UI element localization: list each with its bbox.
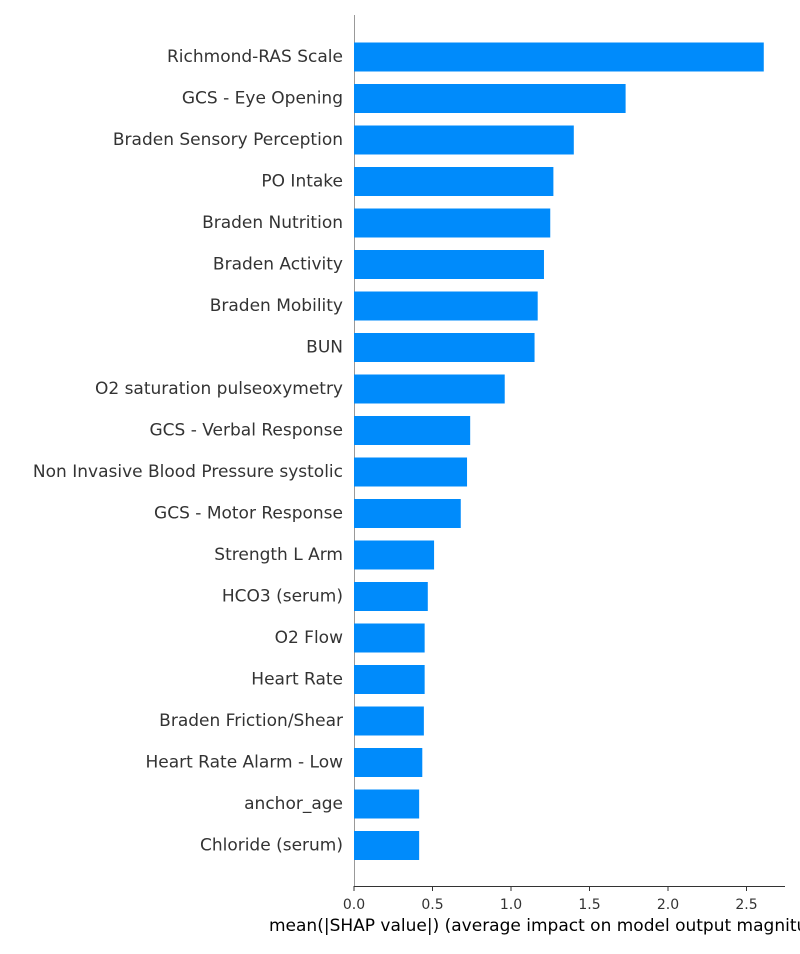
category-labels: Richmond-RAS Scale GCS - Eye Opening Brade… [33,47,343,856]
bar-1 [354,84,626,113]
category-label-5: Braden Activity [213,255,343,275]
category-label-7: BUN [306,338,343,358]
bars-group [354,42,764,860]
bar-12 [354,540,435,570]
x-tick-label-2: 1.0 [500,897,522,913]
bar-8 [354,374,505,404]
category-label-2: Braden Sensory Perception [113,130,343,150]
bar-10 [354,457,468,487]
bar-2 [354,125,574,155]
bar-4 [354,208,551,238]
category-label-0: Richmond-RAS Scale [167,47,343,67]
bar-3 [354,167,554,196]
bar-18 [354,789,420,819]
x-tick-label-4: 2.0 [657,897,679,913]
bar-14 [354,623,425,653]
bar-7 [354,333,535,362]
x-tick-label-3: 1.5 [578,897,600,913]
x-tick-label-5: 2.5 [735,897,757,913]
x-tick-label-0: 0.0 [343,897,365,913]
bar-5 [354,250,544,279]
bar-0 [354,42,764,72]
category-label-17: Heart Rate Alarm - Low [145,753,343,773]
category-label-10: Non Invasive Blood Pressure systolic [33,462,343,482]
category-label-9: GCS - Verbal Response [149,421,343,441]
bar-13 [354,582,428,611]
bar-19 [354,831,420,860]
category-label-18: anchor_age [244,794,343,814]
category-label-15: Heart Rate [251,670,343,690]
x-tick-label-1: 0.5 [421,897,443,913]
bar-15 [354,665,425,694]
x-axis-title: mean(|SHAP value|) (average impact on mo… [269,916,800,936]
category-label-3: PO Intake [261,172,343,192]
bar-9 [354,416,471,445]
bar-17 [354,748,423,777]
category-label-6: Braden Mobility [210,296,343,316]
category-label-13: HCO3 (serum) [222,587,343,607]
bar-6 [354,291,538,321]
x-ticks: 0.0 0.5 1.0 1.5 2.0 2.5 [343,886,758,913]
category-label-19: Chloride (serum) [200,836,343,856]
category-label-14: O2 Flow [275,628,344,648]
category-label-8: O2 saturation pulseoxymetry [95,379,343,399]
category-label-1: GCS - Eye Opening [182,89,343,109]
category-label-11: GCS - Motor Response [154,504,343,524]
category-label-4: Braden Nutrition [202,213,343,233]
bar-11 [354,499,461,528]
bar-16 [354,706,424,736]
category-label-12: Strength L Arm [214,545,343,565]
category-label-16: Braden Friction/Shear [159,711,343,731]
